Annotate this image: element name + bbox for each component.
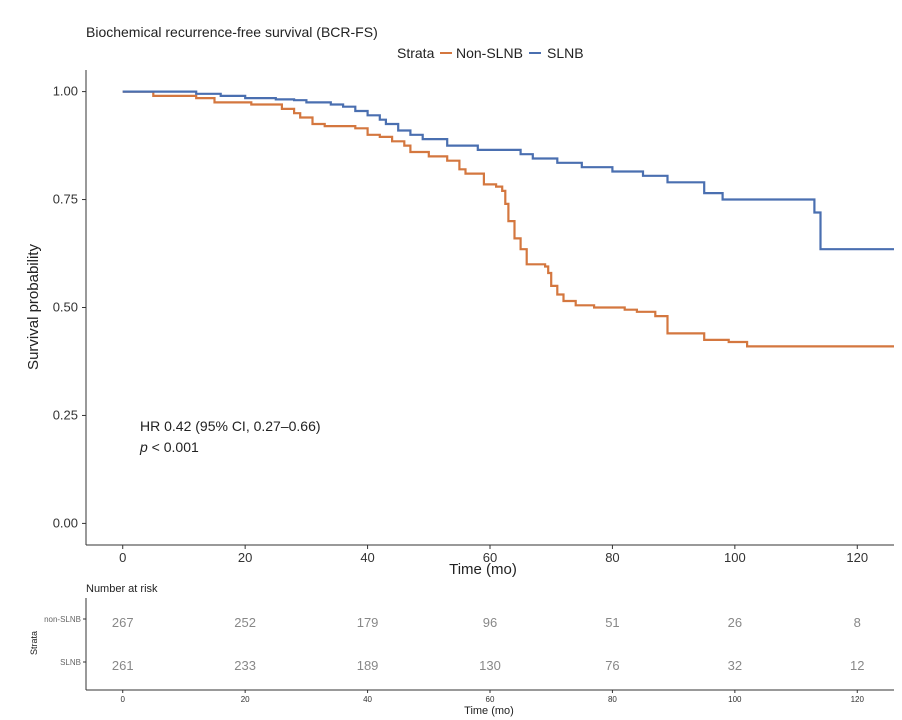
legend: Strata Non-SLNB SLNB bbox=[397, 45, 584, 61]
x-tick-label-60: 60 bbox=[483, 550, 497, 565]
y-tick-label-0-25: 0.25 bbox=[53, 407, 78, 422]
risk-x-tick-label-120: 120 bbox=[851, 695, 865, 704]
x-axis-title: Time (mo) bbox=[449, 561, 517, 578]
risk-value-non-slnb-40: 179 bbox=[357, 615, 379, 630]
x-tick-label-40: 40 bbox=[360, 550, 374, 565]
risk-x-tick-label-0: 0 bbox=[121, 695, 126, 704]
y-tick-label-1-00: 1.00 bbox=[53, 84, 78, 99]
x-tick-label-100: 100 bbox=[724, 550, 746, 565]
risk-table-title: Number at risk bbox=[86, 583, 158, 595]
y-tick-label-0-50: 0.50 bbox=[53, 300, 78, 315]
risk-x-tick-label-20: 20 bbox=[241, 695, 250, 704]
risk-x-tick-label-60: 60 bbox=[486, 695, 495, 704]
y-tick-label-0-75: 0.75 bbox=[53, 192, 78, 207]
risk-value-non-slnb-120: 8 bbox=[854, 615, 861, 630]
p-symbol: p bbox=[139, 439, 148, 455]
y-tick-label-0-00: 0.00 bbox=[53, 515, 78, 530]
legend-label-non-slnb: Non-SLNB bbox=[456, 45, 523, 61]
survival-curves bbox=[122, 90, 894, 348]
legend-label-slnb: SLNB bbox=[547, 45, 584, 61]
risk-value-slnb-120: 12 bbox=[850, 658, 864, 673]
legend-title: Strata bbox=[397, 45, 435, 61]
risk-value-slnb-80: 76 bbox=[605, 658, 619, 673]
risk-value-non-slnb-100: 26 bbox=[728, 615, 742, 630]
curve-slnb bbox=[122, 90, 894, 251]
risk-value-slnb-40: 189 bbox=[357, 658, 379, 673]
chart-title: Biochemical recurrence-free survival (BC… bbox=[86, 24, 378, 40]
risk-value-non-slnb-0: 267 bbox=[112, 615, 134, 630]
risk-row-label-non-slnb: non-SLNB bbox=[44, 615, 81, 624]
risk-x-tick-label-80: 80 bbox=[608, 695, 617, 704]
risk-value-slnb-100: 32 bbox=[728, 658, 742, 673]
risk-value-non-slnb-60: 96 bbox=[483, 615, 497, 630]
x-tick-label-20: 20 bbox=[238, 550, 252, 565]
y-axis-title: Survival probability bbox=[25, 244, 42, 370]
risk-value-slnb-60: 130 bbox=[479, 658, 501, 673]
x-tick-label-80: 80 bbox=[605, 550, 619, 565]
risk-table-x-title: Time (mo) bbox=[464, 705, 514, 717]
risk-value-slnb-20: 233 bbox=[234, 658, 256, 673]
main-axes: 0.00 0.25 0.50 0.75 1.00 0 20 40 60 80 100 120 bbox=[53, 70, 894, 565]
risk-row-label-slnb: SLNB bbox=[60, 658, 81, 667]
risk-table: non-SLNB 267 252 179 96 51 26 8 SLNB 261 233 189 130… bbox=[44, 598, 894, 704]
p-value-text: < 0.001 bbox=[148, 439, 199, 455]
p-value-annotation: p < 0.001 bbox=[139, 439, 199, 455]
risk-table-y-title: Strata bbox=[29, 631, 39, 655]
risk-value-non-slnb-20: 252 bbox=[234, 615, 256, 630]
risk-x-tick-label-40: 40 bbox=[363, 695, 372, 704]
x-tick-label-0: 0 bbox=[119, 550, 126, 565]
risk-value-non-slnb-80: 51 bbox=[605, 615, 619, 630]
hazard-ratio-annotation: HR 0.42 (95% CI, 0.27–0.66) bbox=[140, 418, 321, 434]
curve-non-slnb bbox=[122, 90, 894, 348]
risk-value-slnb-0: 261 bbox=[112, 658, 134, 673]
x-tick-label-120: 120 bbox=[846, 550, 868, 565]
risk-x-tick-label-100: 100 bbox=[728, 695, 742, 704]
